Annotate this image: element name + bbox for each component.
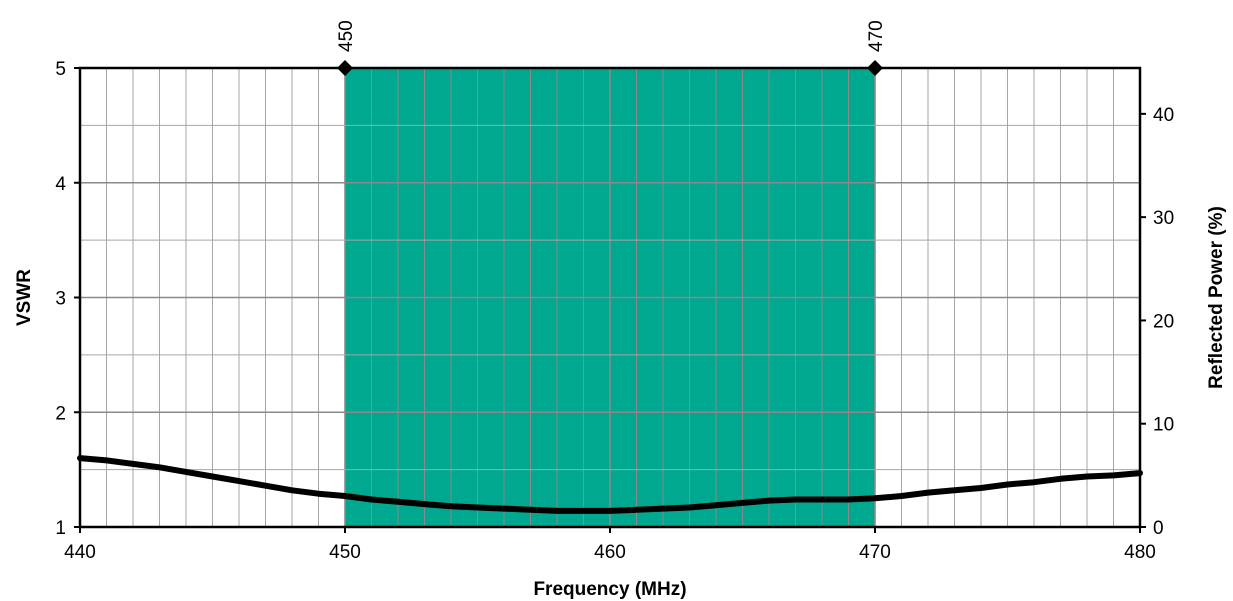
y2-tick-label: 0 [1153,518,1164,539]
band-edge-marker [867,60,883,76]
band-edge-marker [337,60,353,76]
y-tick-label: 5 [55,59,66,80]
y2-tick-label: 10 [1153,415,1174,436]
x-tick-label: 460 [594,542,626,563]
y-tick-label: 2 [55,403,66,424]
y2-tick-label: 20 [1153,311,1174,332]
x-tick-label: 440 [64,542,96,563]
y-tick-label: 3 [55,289,66,310]
band-edge-label: 450 [336,20,357,52]
y2-axis-title: Reflected Power (%) [1206,206,1227,389]
x-axis-title: Frequency (MHz) [533,579,686,600]
y-axis-title: VSWR [14,269,35,326]
band-edge-label: 470 [866,20,887,52]
x-tick-label: 480 [1124,542,1156,563]
x-tick-label: 470 [859,542,891,563]
y-tick-label: 4 [55,174,66,195]
y2-tick-label: 40 [1153,105,1174,126]
y-tick-label: 1 [55,518,66,539]
x-tick-label: 450 [329,542,361,563]
vswr-series-line [77,455,1143,514]
y2-tick-label: 30 [1153,208,1174,229]
